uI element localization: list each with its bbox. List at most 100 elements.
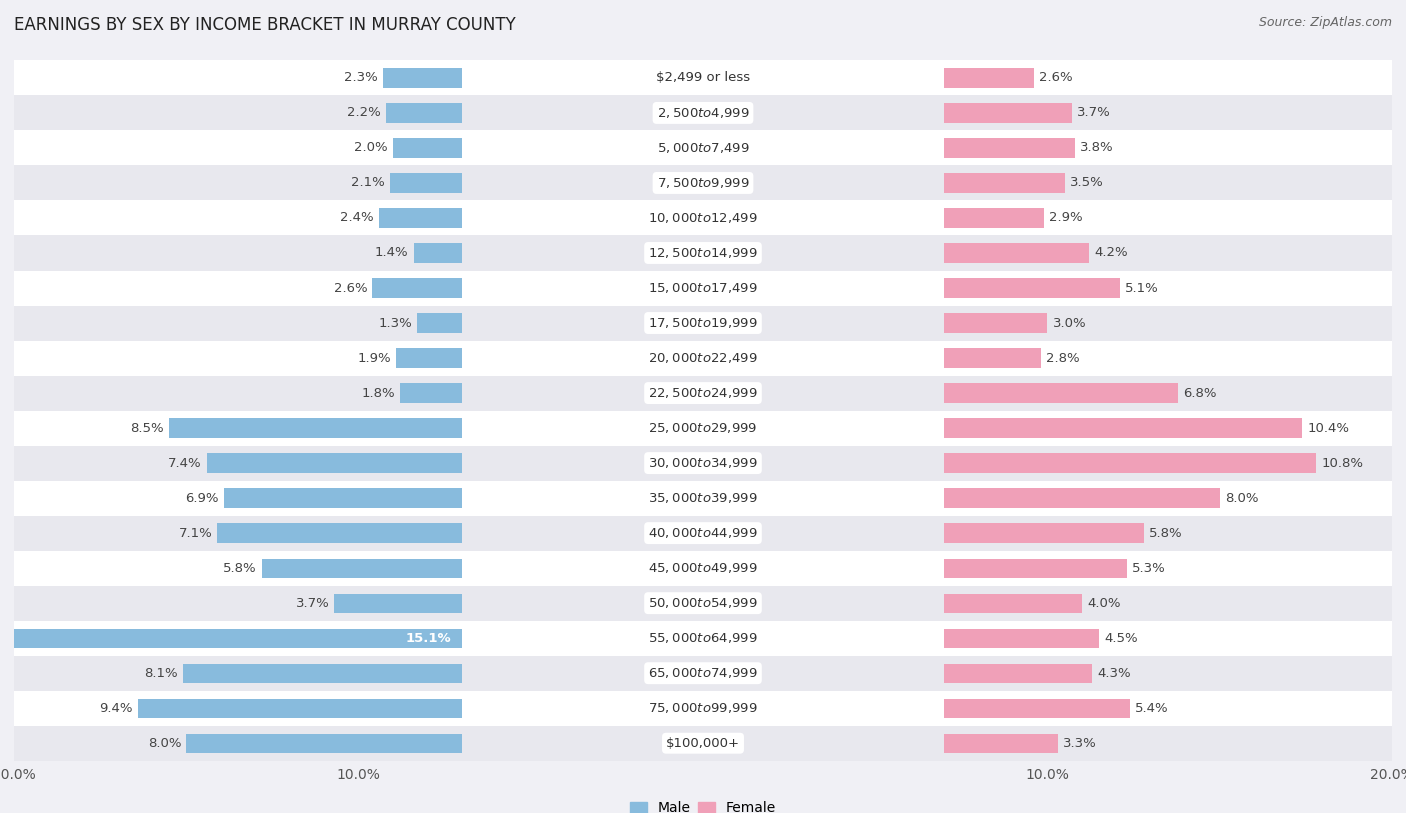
Bar	[14, 691, 1392, 726]
Bar	[14, 306, 1392, 341]
Bar	[207, 454, 461, 472]
Bar	[945, 419, 1302, 437]
Bar	[14, 236, 1392, 271]
Bar	[14, 446, 1392, 480]
Bar	[218, 524, 461, 543]
Text: 6.8%: 6.8%	[1184, 386, 1218, 399]
Text: 4.2%: 4.2%	[1094, 246, 1128, 259]
Bar	[14, 726, 1392, 761]
Bar	[945, 628, 1099, 648]
Bar	[14, 201, 1392, 236]
Text: 3.7%: 3.7%	[1077, 107, 1111, 120]
Bar	[14, 95, 1392, 130]
Text: 10.4%: 10.4%	[1308, 422, 1350, 435]
Text: 8.1%: 8.1%	[143, 667, 177, 680]
Text: $2,500 to $4,999: $2,500 to $4,999	[657, 106, 749, 120]
Text: 1.3%: 1.3%	[378, 316, 412, 329]
Text: $25,000 to $29,999: $25,000 to $29,999	[648, 421, 758, 435]
Text: 3.3%: 3.3%	[1063, 737, 1097, 750]
Text: $50,000 to $54,999: $50,000 to $54,999	[648, 596, 758, 610]
Text: 1.9%: 1.9%	[357, 351, 391, 364]
Bar	[169, 419, 461, 437]
Text: 2.8%: 2.8%	[1046, 351, 1080, 364]
Text: $45,000 to $49,999: $45,000 to $49,999	[648, 561, 758, 575]
Bar	[14, 60, 1392, 95]
Bar	[945, 593, 1083, 613]
Bar	[945, 103, 1071, 123]
Bar	[224, 489, 461, 508]
Bar	[183, 663, 461, 683]
Bar	[262, 559, 461, 578]
Text: $55,000 to $64,999: $55,000 to $64,999	[648, 631, 758, 646]
Bar	[945, 454, 1316, 472]
Bar	[14, 585, 1392, 620]
Text: 8.0%: 8.0%	[148, 737, 181, 750]
Bar	[14, 550, 1392, 585]
Bar	[945, 524, 1144, 543]
Bar	[945, 68, 1033, 88]
Text: 2.1%: 2.1%	[350, 176, 384, 189]
Bar	[945, 278, 1119, 298]
Bar	[14, 515, 1392, 550]
Text: 6.9%: 6.9%	[186, 492, 219, 505]
Bar	[14, 130, 1392, 166]
Bar	[0, 628, 461, 648]
Text: 4.5%: 4.5%	[1104, 632, 1137, 645]
Text: 3.0%: 3.0%	[1053, 316, 1087, 329]
Text: $22,500 to $24,999: $22,500 to $24,999	[648, 386, 758, 400]
Text: 2.3%: 2.3%	[343, 72, 377, 85]
Bar	[14, 271, 1392, 306]
Text: 9.4%: 9.4%	[100, 702, 134, 715]
Bar	[413, 243, 461, 263]
Text: $12,500 to $14,999: $12,500 to $14,999	[648, 246, 758, 260]
Text: 4.3%: 4.3%	[1098, 667, 1130, 680]
Bar	[14, 341, 1392, 376]
Text: Source: ZipAtlas.com: Source: ZipAtlas.com	[1258, 16, 1392, 29]
Text: 2.6%: 2.6%	[1039, 72, 1073, 85]
Bar	[945, 698, 1130, 718]
Bar	[945, 349, 1040, 367]
Bar	[335, 593, 461, 613]
Text: $40,000 to $44,999: $40,000 to $44,999	[648, 526, 758, 540]
Text: 4.0%: 4.0%	[1087, 597, 1121, 610]
Text: 10.8%: 10.8%	[1322, 457, 1364, 470]
Text: $17,500 to $19,999: $17,500 to $19,999	[648, 316, 758, 330]
Bar	[14, 411, 1392, 446]
Text: 7.1%: 7.1%	[179, 527, 212, 540]
Bar	[392, 138, 461, 158]
Bar	[945, 208, 1045, 228]
Bar	[399, 384, 461, 402]
Bar	[186, 733, 461, 753]
Bar	[138, 698, 461, 718]
Bar	[14, 166, 1392, 201]
Text: 1.4%: 1.4%	[375, 246, 409, 259]
Text: $20,000 to $22,499: $20,000 to $22,499	[648, 351, 758, 365]
Text: $15,000 to $17,499: $15,000 to $17,499	[648, 281, 758, 295]
Bar	[945, 489, 1219, 508]
Bar	[14, 620, 1392, 655]
Text: 5.3%: 5.3%	[1132, 562, 1166, 575]
Bar	[387, 103, 461, 123]
Text: 2.0%: 2.0%	[354, 141, 388, 154]
Text: $7,500 to $9,999: $7,500 to $9,999	[657, 176, 749, 190]
Bar	[380, 208, 461, 228]
Bar	[382, 68, 461, 88]
Text: 8.5%: 8.5%	[131, 422, 165, 435]
Bar	[14, 480, 1392, 515]
Text: 8.0%: 8.0%	[1225, 492, 1258, 505]
Text: 3.7%: 3.7%	[295, 597, 329, 610]
Text: 5.8%: 5.8%	[1149, 527, 1182, 540]
Text: $75,000 to $99,999: $75,000 to $99,999	[648, 701, 758, 715]
Text: $100,000+: $100,000+	[666, 737, 740, 750]
Text: 3.5%: 3.5%	[1070, 176, 1104, 189]
Bar	[14, 376, 1392, 411]
Bar	[396, 349, 461, 367]
Text: 2.9%: 2.9%	[1049, 211, 1083, 224]
Text: $5,000 to $7,499: $5,000 to $7,499	[657, 141, 749, 155]
Bar	[945, 663, 1092, 683]
Bar	[418, 313, 461, 333]
Text: $35,000 to $39,999: $35,000 to $39,999	[648, 491, 758, 505]
Text: EARNINGS BY SEX BY INCOME BRACKET IN MURRAY COUNTY: EARNINGS BY SEX BY INCOME BRACKET IN MUR…	[14, 16, 516, 34]
Bar	[373, 278, 461, 298]
Text: 1.8%: 1.8%	[361, 386, 395, 399]
